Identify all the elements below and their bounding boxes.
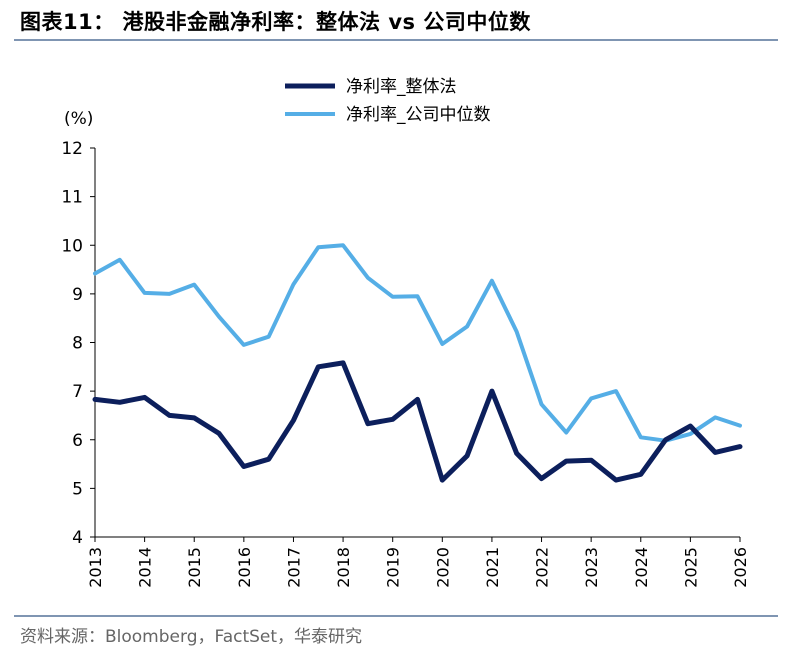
legend-label-aggregate: 净利率_整体法 xyxy=(346,77,457,97)
chart-title: 图表11： 港股非金融净利率：整体法 vs 公司中位数 xyxy=(20,10,531,34)
x-tick-label: 2025 xyxy=(681,547,700,588)
line-chart: (%) 4 5 6 7 8 9 10 11 12 2013 2014 2015 2016 2017 2018 2… xyxy=(61,77,750,588)
x-tick-label: 2024 xyxy=(632,547,651,588)
x-tick-label: 2014 xyxy=(136,547,155,588)
x-tick-label: 2022 xyxy=(533,547,552,588)
y-tick-label: 10 xyxy=(61,236,83,256)
x-tick-label: 2026 xyxy=(731,547,750,588)
x-tick-label: 2013 xyxy=(86,547,105,588)
chart-axes: (%) 4 5 6 7 8 9 10 11 12 2013 2014 2015 2016 2017 2018 2… xyxy=(61,109,750,588)
x-tick-label: 2020 xyxy=(433,547,452,588)
x-tick-label: 2018 xyxy=(334,547,353,588)
x-tick-label: 2015 xyxy=(185,547,204,588)
x-tick-label: 2017 xyxy=(284,547,303,588)
y-tick-label: 12 xyxy=(61,139,83,159)
y-tick-label: 11 xyxy=(61,188,83,208)
source-note: 资料来源：Bloomberg，FactSet，华泰研究 xyxy=(20,627,363,647)
y-tick-label: 5 xyxy=(72,479,83,499)
x-tick-label: 2016 xyxy=(235,547,254,588)
x-tick-label: 2019 xyxy=(384,547,403,588)
y-tick-label: 7 xyxy=(72,382,83,402)
y-tick-label: 6 xyxy=(72,431,83,451)
y-unit-label: (%) xyxy=(64,109,93,129)
y-tick-label: 8 xyxy=(72,334,83,354)
source-divider xyxy=(14,615,778,617)
legend-label-median: 净利率_公司中位数 xyxy=(346,105,491,125)
x-tick-label: 2023 xyxy=(582,547,601,588)
y-tick-label: 9 xyxy=(72,285,83,305)
title-divider xyxy=(14,39,778,41)
series-line-median xyxy=(93,243,742,443)
x-tick-label: 2021 xyxy=(483,547,502,588)
y-tick-label: 4 xyxy=(72,528,83,548)
series-line-aggregate xyxy=(92,360,743,483)
chart-series-lines xyxy=(92,243,743,483)
